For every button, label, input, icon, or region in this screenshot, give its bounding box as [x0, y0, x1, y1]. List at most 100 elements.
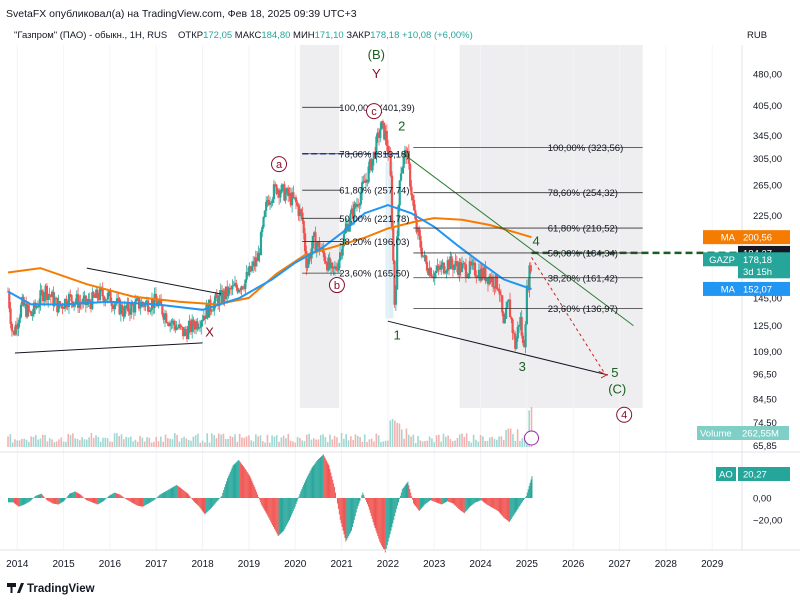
ao-bar — [451, 498, 453, 504]
ao-bar — [256, 491, 258, 498]
candle-body — [402, 156, 405, 168]
ao-bar — [150, 498, 152, 502]
ao-bar — [93, 498, 95, 504]
volume-bar — [310, 439, 313, 447]
candle-body — [23, 303, 26, 306]
ao-bar — [462, 498, 464, 513]
ao-bar — [205, 498, 207, 514]
ao-bar — [441, 498, 443, 505]
ao-bar — [129, 498, 131, 502]
volume-bar — [248, 435, 250, 447]
ao-bar — [20, 498, 22, 506]
ao-bar — [390, 498, 392, 531]
time-axis[interactable]: 2014 2015 2016 2017 2018 2019 2020 2021 2022 2023… — [0, 549, 800, 570]
ao-bar — [127, 498, 129, 501]
ao-bar — [273, 498, 275, 529]
ao-bar — [332, 479, 334, 498]
ao-bar — [388, 498, 390, 538]
ao-bar — [159, 494, 161, 498]
year-tick-label: 2028 — [655, 559, 678, 570]
ao-bar — [458, 498, 460, 509]
ao-bar — [207, 498, 209, 512]
candle-body — [257, 252, 260, 262]
candle-body — [367, 166, 370, 183]
candle-body — [268, 202, 272, 205]
ao-bar — [153, 498, 155, 501]
ao-bar — [74, 491, 76, 498]
ao-bar — [51, 498, 53, 503]
candle-body — [403, 149, 407, 157]
volume-bar — [53, 442, 56, 447]
candle-body — [202, 315, 205, 321]
candle-body — [518, 325, 521, 327]
candle-body — [240, 286, 243, 291]
ao-bar — [340, 498, 342, 524]
ao-bar — [96, 498, 98, 505]
ao-bar — [398, 498, 400, 500]
candle-body — [493, 286, 496, 289]
ao-bar — [436, 498, 438, 503]
ao-bar — [248, 474, 250, 498]
candle-body — [374, 151, 377, 158]
volume-bar — [83, 439, 86, 447]
volume-bar — [340, 433, 343, 447]
candle-body — [60, 305, 63, 307]
volume-bar — [23, 438, 26, 447]
ao-tick-label: 0,00 — [753, 494, 772, 505]
volume-bar — [301, 440, 303, 447]
candle-body — [57, 301, 60, 313]
ao-bar — [167, 489, 169, 498]
ao-bar — [387, 498, 389, 542]
candle-body — [287, 188, 290, 197]
ao-bar — [254, 487, 256, 498]
ao-bar — [260, 498, 262, 505]
ao-tick-label: −20,00 — [753, 515, 782, 526]
candle-body — [51, 291, 54, 298]
ao-bar — [10, 498, 12, 503]
price-tag-value: 178,18 — [743, 255, 772, 266]
ao-bar — [200, 498, 202, 510]
volume-bar — [338, 442, 341, 447]
wedge-bottom-line — [387, 320, 609, 376]
ao-bar — [466, 498, 468, 510]
ao-bar — [164, 491, 166, 498]
ao-bar — [487, 498, 489, 506]
ao-bar — [21, 498, 23, 506]
candle-body — [411, 195, 414, 200]
candle-body — [467, 273, 470, 277]
volume-bar — [363, 434, 366, 447]
ao-bar — [439, 498, 441, 504]
ao-bar — [39, 494, 41, 498]
ao-bar — [98, 498, 100, 504]
highlight-band-0 — [299, 45, 340, 408]
candle-body — [315, 244, 318, 251]
tradingview-logo[interactable]: TradingView — [7, 583, 95, 595]
ao-bar — [496, 498, 498, 511]
ao-bar — [299, 494, 301, 498]
volume-bar — [322, 434, 324, 447]
candle-body — [462, 263, 465, 265]
ao-bar — [386, 498, 388, 546]
volume-bar — [14, 439, 16, 447]
ao-bar — [263, 498, 265, 510]
ao-bar — [145, 498, 147, 506]
volume-bar — [224, 439, 227, 447]
ao-bar — [111, 494, 113, 498]
candle-body — [438, 267, 442, 270]
low-label: МИН — [293, 30, 315, 41]
volume-bar — [99, 441, 102, 447]
price-tick-label: 84,50 — [753, 394, 777, 405]
ao-bar — [294, 498, 296, 507]
ao-bar — [455, 498, 457, 507]
ao-bar — [352, 498, 354, 524]
ao-bar — [320, 457, 321, 498]
wave-label: 2 — [398, 118, 405, 133]
volume-bar — [171, 439, 174, 447]
ao-bar — [137, 498, 139, 506]
candle-body — [412, 199, 416, 211]
price-tick-label: 480,00 — [753, 69, 782, 80]
candle-body — [520, 317, 523, 336]
ao-bar — [302, 487, 304, 498]
ao-bar — [48, 498, 50, 502]
